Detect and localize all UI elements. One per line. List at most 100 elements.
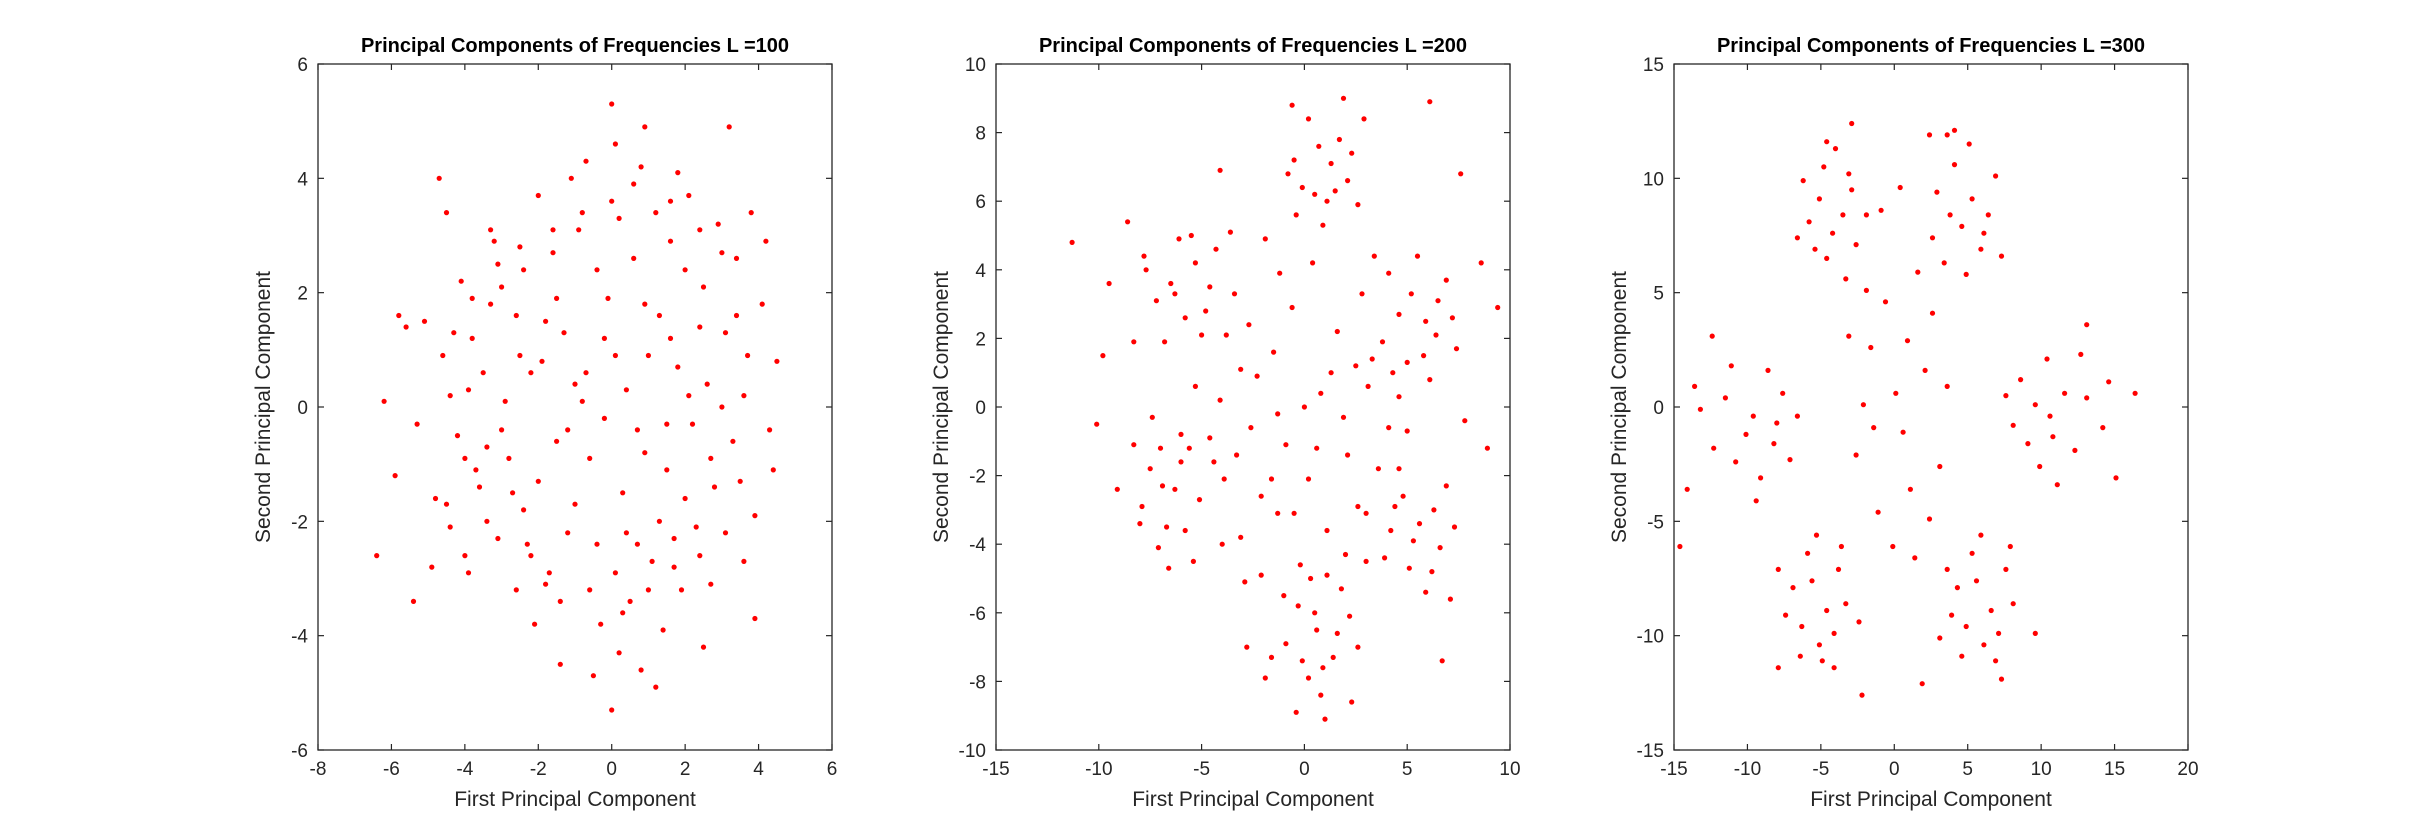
data-point bbox=[1429, 569, 1435, 575]
data-point bbox=[1277, 270, 1283, 276]
data-point bbox=[1453, 346, 1460, 352]
data-point bbox=[741, 558, 747, 565]
data-point bbox=[1774, 420, 1780, 426]
data-point bbox=[1439, 658, 1445, 664]
data-point bbox=[502, 398, 508, 404]
data-point bbox=[1978, 246, 1984, 252]
data-point bbox=[715, 221, 721, 227]
data-point bbox=[1816, 196, 1822, 202]
data-point bbox=[543, 581, 549, 587]
data-point bbox=[454, 433, 461, 439]
data-point bbox=[440, 352, 446, 359]
data-point bbox=[623, 387, 630, 393]
y-tick-label: 10 bbox=[965, 55, 986, 76]
data-point bbox=[1338, 586, 1344, 592]
data-point bbox=[642, 301, 648, 307]
y-axis-label-l300: Second Principal Component bbox=[1608, 271, 1631, 543]
data-point bbox=[1349, 699, 1355, 705]
data-point bbox=[465, 387, 472, 393]
data-point bbox=[484, 518, 490, 524]
y-tick-label: 2 bbox=[975, 329, 986, 350]
y-tick-label: 0 bbox=[1653, 398, 1664, 419]
data-point bbox=[616, 650, 622, 656]
data-point bbox=[1949, 612, 1955, 618]
data-point bbox=[719, 250, 725, 256]
data-point bbox=[1812, 246, 1818, 252]
data-point bbox=[1328, 160, 1334, 167]
data-point bbox=[649, 558, 655, 565]
data-point bbox=[700, 644, 707, 650]
y-axis-label-l200: Second Principal Component bbox=[930, 271, 953, 543]
data-point bbox=[1301, 404, 1307, 410]
data-point bbox=[631, 181, 637, 187]
data-point bbox=[1336, 136, 1342, 143]
data-point bbox=[528, 553, 534, 559]
data-point bbox=[1248, 425, 1254, 431]
data-point bbox=[1832, 146, 1839, 152]
data-point bbox=[513, 587, 519, 593]
data-point bbox=[1283, 641, 1289, 647]
data-point bbox=[1203, 308, 1209, 314]
data-point bbox=[1396, 394, 1402, 400]
data-point bbox=[1396, 466, 1402, 472]
data-point bbox=[546, 570, 552, 576]
data-point bbox=[2032, 630, 2038, 637]
data-point bbox=[1824, 139, 1830, 145]
data-point bbox=[697, 553, 703, 559]
data-point bbox=[1168, 280, 1174, 287]
data-point bbox=[1320, 665, 1326, 671]
data-point bbox=[1868, 344, 1874, 351]
data-point bbox=[535, 478, 541, 484]
data-point bbox=[1988, 607, 1994, 614]
data-point bbox=[763, 238, 769, 244]
x-tick-label: 4 bbox=[753, 759, 764, 780]
data-point bbox=[462, 553, 468, 559]
data-point bbox=[1219, 541, 1225, 547]
data-point bbox=[1797, 653, 1803, 659]
data-point bbox=[524, 541, 530, 547]
data-point bbox=[1993, 658, 1999, 664]
data-point bbox=[1355, 644, 1361, 650]
data-point bbox=[488, 301, 494, 307]
data-point bbox=[1451, 524, 1458, 530]
data-point bbox=[557, 661, 563, 667]
data-point bbox=[2132, 390, 2138, 396]
data-point bbox=[678, 587, 685, 593]
data-point bbox=[1878, 207, 1884, 213]
data-point bbox=[1094, 421, 1100, 427]
data-point bbox=[1254, 373, 1260, 379]
data-point bbox=[1404, 359, 1410, 365]
data-point bbox=[1359, 291, 1365, 297]
data-point bbox=[1355, 503, 1361, 510]
data-point bbox=[1954, 585, 1960, 591]
data-point bbox=[594, 267, 600, 273]
data-point bbox=[521, 267, 527, 273]
data-point bbox=[1231, 291, 1238, 297]
data-point bbox=[634, 427, 641, 433]
data-point bbox=[1400, 493, 1406, 499]
data-point bbox=[1149, 414, 1155, 420]
data-point bbox=[1882, 299, 1889, 305]
data-point bbox=[686, 393, 692, 399]
y-tick-label: -6 bbox=[969, 604, 986, 625]
data-point bbox=[1859, 692, 1865, 698]
data-point bbox=[733, 312, 740, 319]
data-point bbox=[1846, 171, 1852, 177]
data-point bbox=[476, 484, 483, 490]
data-point bbox=[623, 530, 630, 536]
y-tick-label: -4 bbox=[969, 535, 986, 556]
data-point bbox=[1423, 318, 1429, 324]
data-point bbox=[2050, 434, 2056, 440]
plot-area-l100 bbox=[318, 64, 832, 750]
scatter-panel-l300: -15 -10 -5 0 5 10 15 20 -15 -10 -5 0 5 10 15 Principal … bbox=[1608, 35, 2199, 811]
data-point bbox=[675, 170, 681, 176]
data-point bbox=[601, 335, 608, 341]
data-point bbox=[1684, 486, 1690, 492]
data-point bbox=[1166, 565, 1172, 571]
data-point bbox=[443, 501, 450, 507]
data-point bbox=[1771, 441, 1777, 447]
data-point bbox=[579, 210, 585, 216]
data-point bbox=[1217, 397, 1223, 403]
data-point bbox=[1978, 532, 1984, 538]
data-point bbox=[1849, 187, 1855, 193]
